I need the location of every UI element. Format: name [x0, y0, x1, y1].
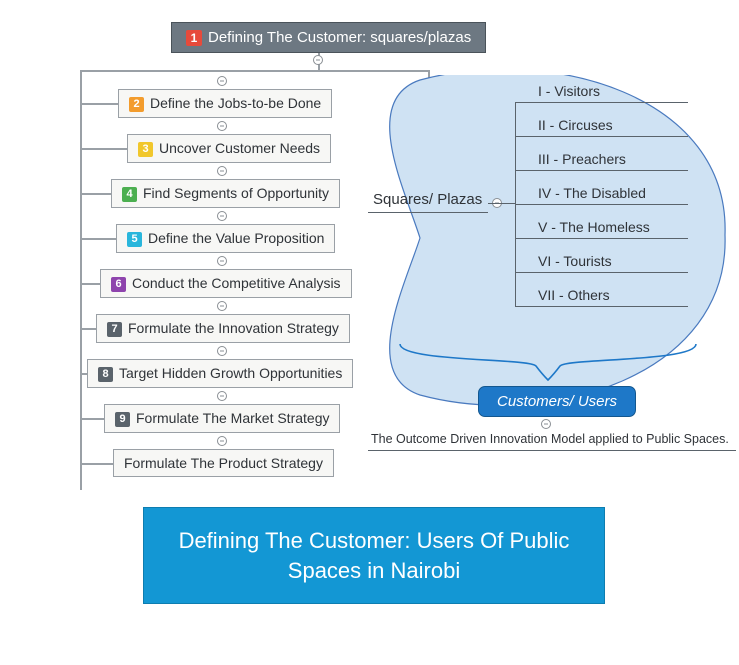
connector-line: [80, 373, 87, 375]
connector-line: [515, 272, 526, 273]
connector-line: [515, 136, 526, 137]
customers-users-pill: Customers/ Users: [478, 386, 636, 417]
step-node-10: Formulate The Product Strategy: [113, 449, 334, 477]
step-node-2: 2 Define the Jobs-to-be Done: [118, 89, 332, 118]
center-node-label: Squares/ Plazas: [373, 191, 482, 208]
center-underline: [368, 212, 488, 213]
left-drop: [80, 70, 82, 490]
connector-line: [515, 102, 526, 103]
step-node-4: 4 Find Segments of Opportunity: [111, 179, 340, 208]
root-hsplit: [80, 70, 430, 72]
step-label: Target Hidden Growth Opportunities: [119, 365, 342, 381]
user-underline: [526, 238, 688, 239]
user-underline: [526, 136, 688, 137]
connector-line: [488, 203, 515, 204]
step-label: Uncover Customer Needs: [159, 140, 320, 156]
step-number: 8: [98, 367, 113, 382]
user-underline: [526, 204, 688, 205]
user-item-I: I - Visitors: [538, 83, 600, 99]
connector-line: [80, 193, 111, 195]
user-item-III: III - Preachers: [538, 151, 626, 167]
step-label: Define the Jobs-to-be Done: [150, 95, 321, 111]
connector-dot: [217, 76, 227, 86]
step-label: Formulate The Product Strategy: [124, 455, 323, 471]
step-node-6: 6 Conduct the Competitive Analysis: [100, 269, 352, 298]
title-line2: Spaces in Nairobi: [174, 556, 574, 586]
user-item-II: II - Circuses: [538, 117, 613, 133]
step-node-5: 5 Define the Value Proposition: [116, 224, 335, 253]
connector-line: [515, 306, 526, 307]
step-node-3: 3 Uncover Customer Needs: [127, 134, 331, 163]
caption-text: The Outcome Driven Innovation Model appl…: [371, 432, 729, 446]
connector-dot: [541, 419, 551, 429]
connector-dot: [217, 211, 227, 221]
step-number: 3: [138, 142, 153, 157]
user-underline: [526, 170, 688, 171]
step-number: 4: [122, 187, 137, 202]
root-node: 1 Defining The Customer: squares/plazas: [171, 22, 486, 53]
user-item-IV: IV - The Disabled: [538, 185, 646, 201]
connector-line: [80, 418, 104, 420]
step-label: Find Segments of Opportunity: [143, 185, 329, 201]
title-block: Defining The Customer: Users Of Public S…: [143, 507, 605, 604]
connector-line: [80, 103, 118, 105]
step-number: 2: [129, 97, 144, 112]
connector-line: [80, 328, 96, 330]
root-number: 1: [186, 30, 202, 46]
root-label: Defining The Customer: squares/plazas: [208, 29, 471, 46]
user-item-VI: VI - Tourists: [538, 253, 612, 269]
step-label: Formulate The Market Strategy: [136, 410, 329, 426]
curly-brace: [398, 342, 698, 382]
connector-dot: [217, 166, 227, 176]
user-item-V: V - The Homeless: [538, 219, 650, 235]
connector-dot: [217, 436, 227, 446]
step-node-9: 9 Formulate The Market Strategy: [104, 404, 340, 433]
step-number: 9: [115, 412, 130, 427]
step-number: 5: [127, 232, 142, 247]
step-number: 6: [111, 277, 126, 292]
connector-line: [80, 148, 127, 150]
connector-line: [80, 463, 113, 465]
step-node-7: 7 Formulate the Innovation Strategy: [96, 314, 350, 343]
step-label: Formulate the Innovation Strategy: [128, 320, 339, 336]
connector-dot: [217, 256, 227, 266]
step-label: Conduct the Competitive Analysis: [132, 275, 341, 291]
connector-line: [515, 204, 526, 205]
step-number: 7: [107, 322, 122, 337]
user-underline: [526, 306, 688, 307]
step-label: Define the Value Proposition: [148, 230, 324, 246]
connector-line: [515, 238, 526, 239]
user-underline: [526, 102, 688, 103]
title-line1: Defining The Customer: Users Of Public: [174, 526, 574, 556]
user-underline: [526, 272, 688, 273]
step-node-8: 8 Target Hidden Growth Opportunities: [87, 359, 353, 388]
connector-dot: [217, 346, 227, 356]
connector-line: [515, 170, 526, 171]
connector-line: [80, 283, 100, 285]
connector-dot: [313, 55, 323, 65]
connector-line: [515, 203, 516, 306]
connector-dot: [217, 121, 227, 131]
connector-line: [515, 170, 516, 203]
caption-underline: [368, 450, 736, 451]
user-item-VII: VII - Others: [538, 287, 610, 303]
connector-dot: [217, 391, 227, 401]
connector-dot: [217, 301, 227, 311]
connector-line: [80, 238, 116, 240]
